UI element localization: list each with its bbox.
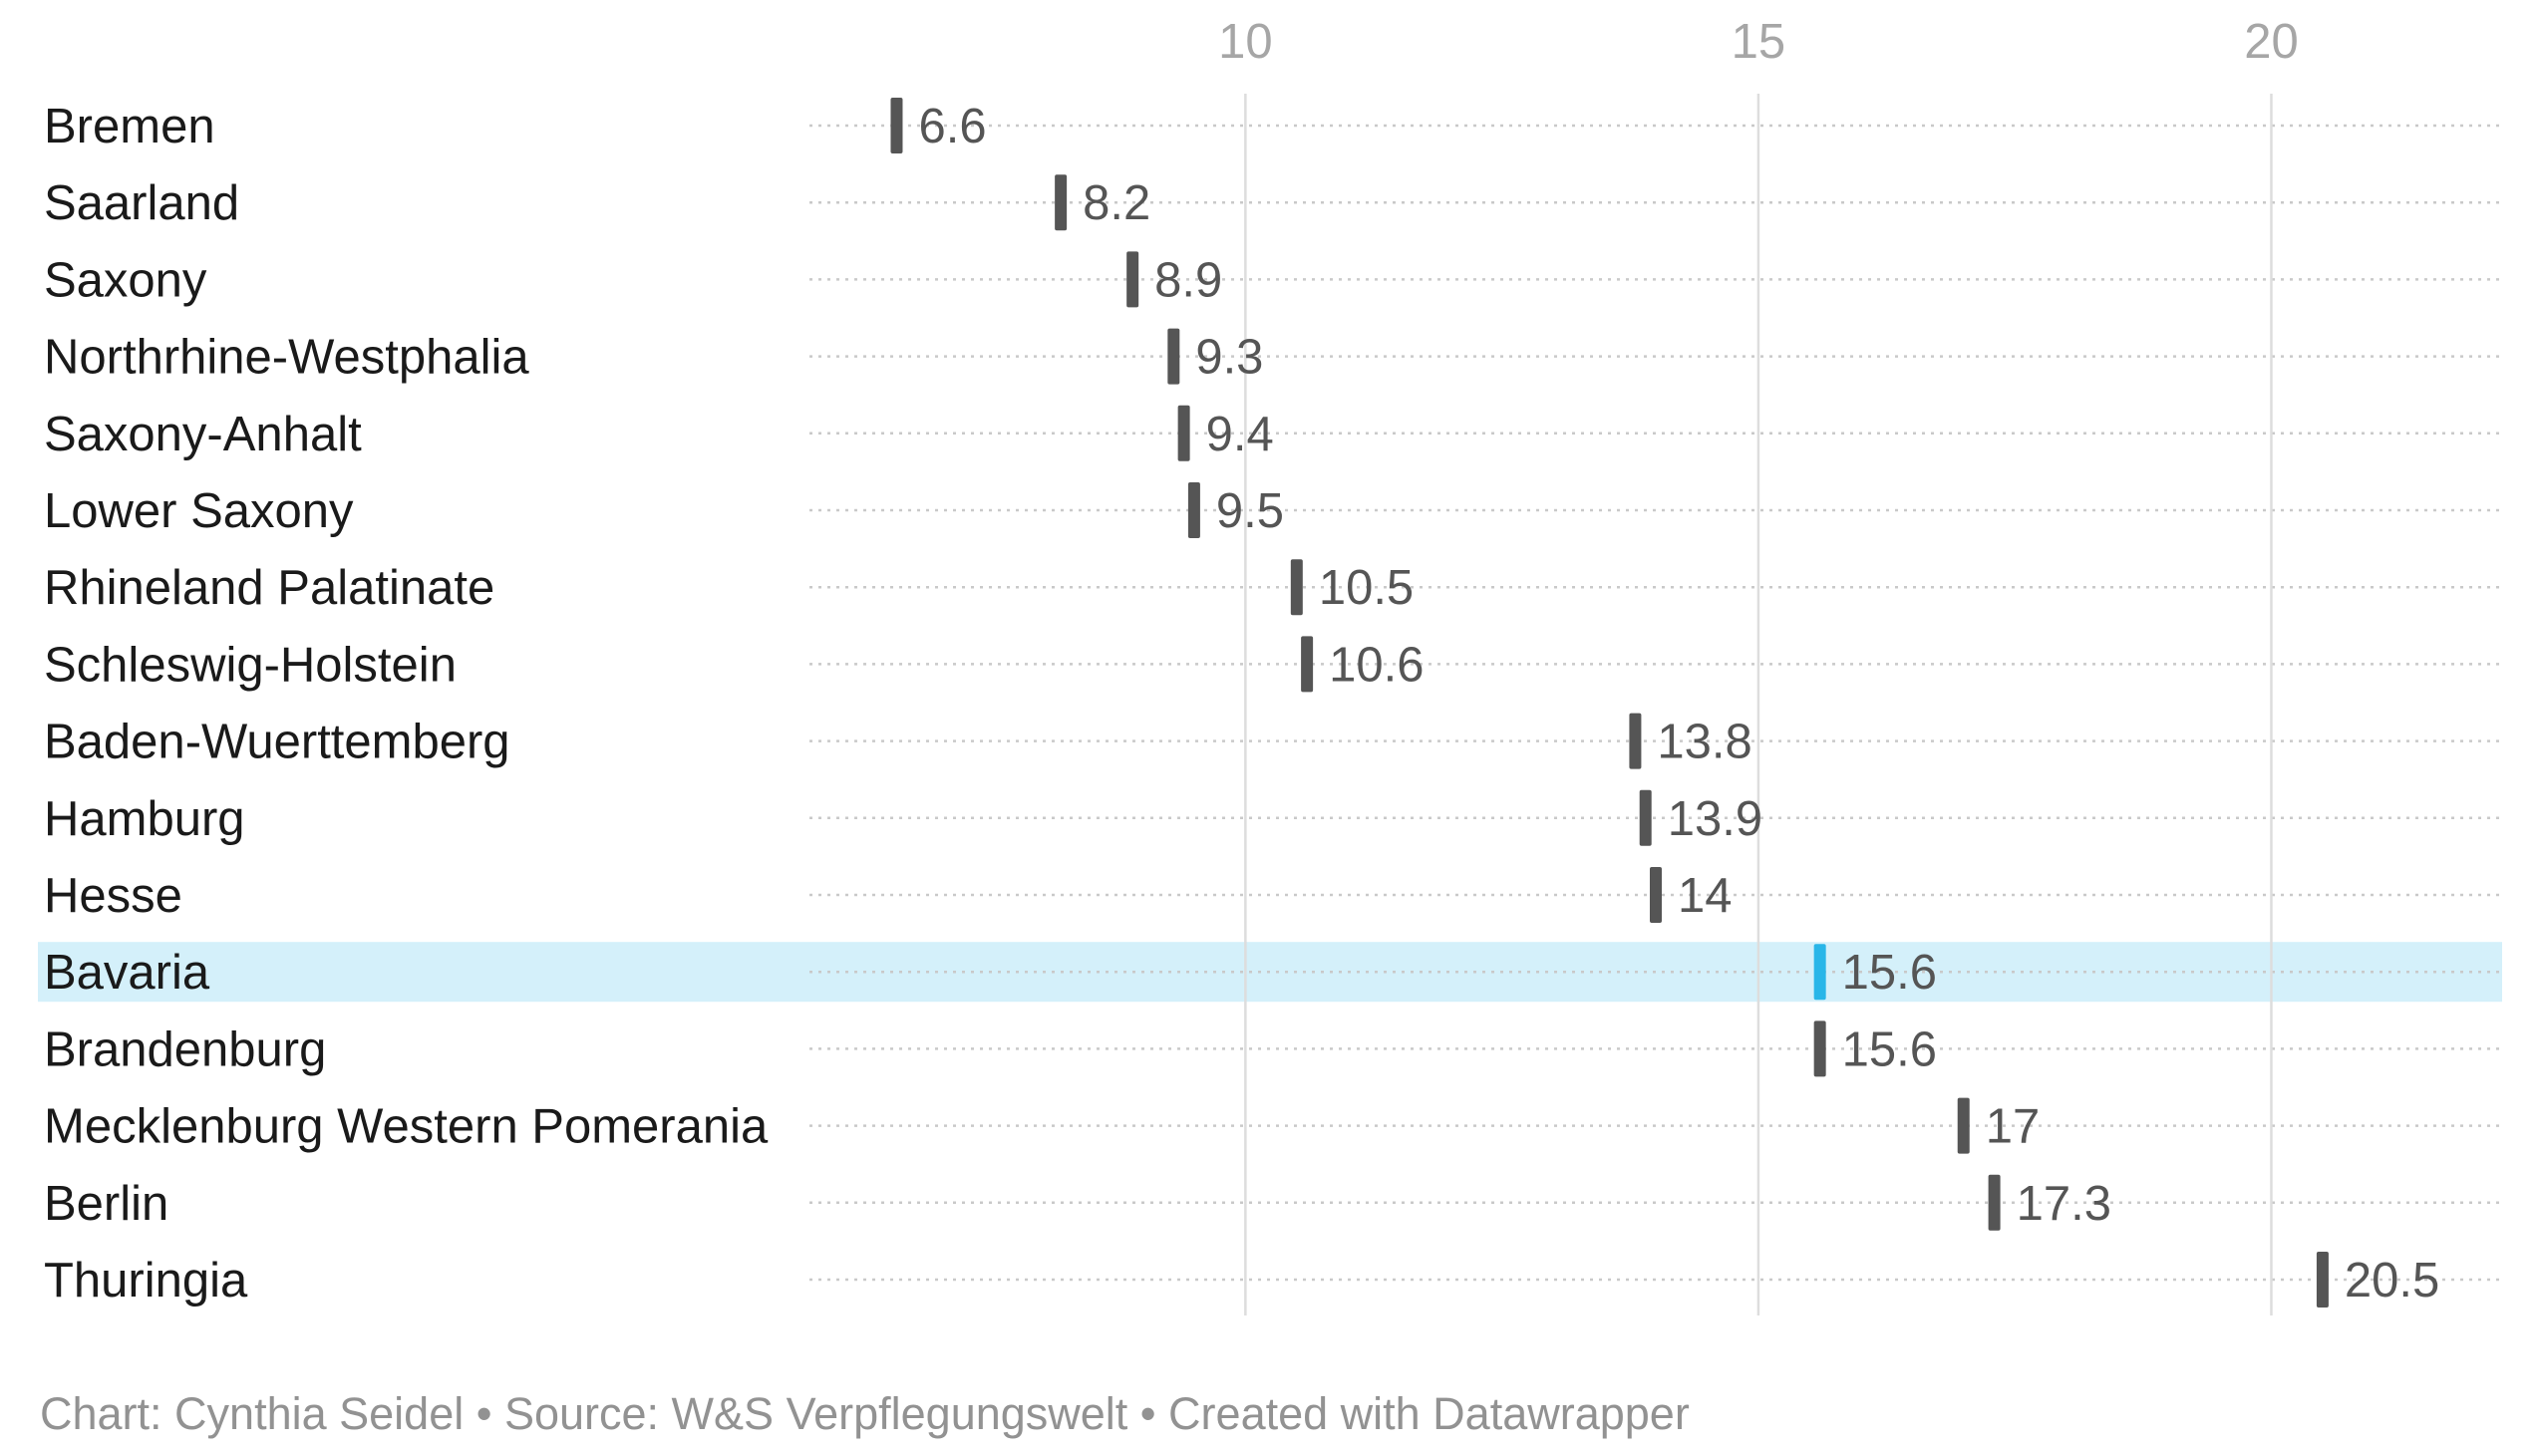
value-label: 10.6	[1329, 638, 1424, 692]
category-label: Bavaria	[44, 946, 210, 1000]
category-label: Rhineland Palatinate	[44, 561, 494, 615]
value-mark	[1650, 867, 1662, 923]
category-label: Bremen	[44, 100, 215, 153]
category-label: Saxony	[44, 253, 207, 307]
category-label: Baden-Wuerttemberg	[44, 716, 510, 769]
value-mark	[1629, 713, 1642, 769]
value-label: 15.6	[1842, 946, 1937, 1000]
value-mark	[1290, 559, 1303, 616]
value-mark	[1813, 944, 1826, 1001]
value-mark	[1957, 1097, 1970, 1154]
value-label: 13.8	[1657, 716, 1751, 769]
value-mark	[1813, 1020, 1826, 1077]
value-mark	[2316, 1252, 2329, 1308]
value-label: 13.9	[1668, 792, 1762, 846]
value-label: 15.6	[1842, 1022, 1937, 1076]
category-label: Lower Saxony	[44, 484, 354, 538]
x-tick-label: 10	[1218, 15, 1273, 69]
category-label: Saxony-Anhalt	[44, 408, 362, 461]
category-label: Hamburg	[44, 792, 245, 846]
category-label: Mecklenburg Western Pomerania	[44, 1100, 769, 1154]
value-mark	[1167, 328, 1180, 385]
value-label: 17.3	[2017, 1177, 2111, 1231]
chart-footer: Chart: Cynthia Seidel • Source: W&S Verp…	[40, 1388, 1690, 1439]
value-label: 8.2	[1083, 176, 1150, 230]
category-label: Northrhine-Westphalia	[44, 331, 529, 385]
value-label: 9.5	[1216, 484, 1284, 538]
category-label: Berlin	[44, 1177, 168, 1231]
value-mark	[1126, 251, 1139, 308]
x-tick-label: 20	[2244, 15, 2299, 69]
x-tick-label: 15	[1732, 15, 1786, 69]
category-label: Brandenburg	[44, 1022, 326, 1076]
value-mark	[1055, 174, 1068, 231]
value-mark	[1177, 405, 1190, 461]
value-mark	[1301, 636, 1314, 693]
category-label: Saarland	[44, 176, 239, 230]
value-label: 10.5	[1319, 561, 1414, 615]
value-label: 14	[1678, 869, 1733, 923]
category-label: Schleswig-Holstein	[44, 638, 457, 692]
value-mark	[1187, 482, 1200, 538]
value-mark	[1639, 789, 1652, 846]
value-mark	[890, 98, 903, 153]
value-mark	[1988, 1174, 2001, 1231]
value-label: 6.6	[918, 100, 986, 153]
value-label: 8.9	[1154, 253, 1222, 307]
value-label: 9.3	[1195, 331, 1263, 385]
category-label: Hesse	[44, 869, 182, 923]
value-label: 20.5	[2345, 1254, 2439, 1308]
category-label: Thuringia	[44, 1254, 248, 1308]
value-label: 17	[1986, 1100, 2041, 1154]
value-label: 9.4	[1206, 408, 1274, 461]
